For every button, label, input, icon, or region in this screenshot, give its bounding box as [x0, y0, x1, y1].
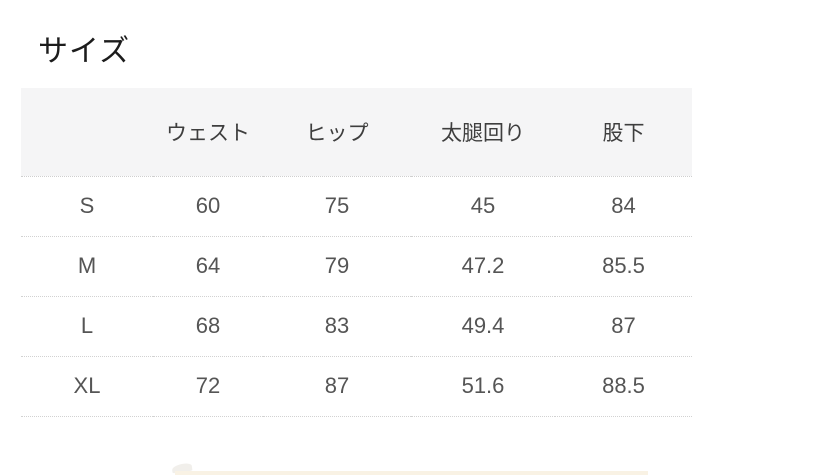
header-cell-waist: ウェスト: [153, 88, 263, 177]
cutoff-element-edge: [175, 471, 648, 475]
header-cell-thigh: 太腿回り: [411, 88, 555, 177]
inseam-value: 84: [555, 176, 692, 237]
page-title: サイズ: [38, 35, 131, 68]
table-row-m: M 64 79 47.2 85.5: [21, 236, 692, 297]
thigh-value: 47.2: [411, 236, 555, 297]
header-cell-empty: [21, 88, 153, 177]
thigh-value: 45: [411, 176, 555, 237]
header-row: ウェスト ヒップ 太腿回り 股下: [21, 88, 692, 177]
waist-value: 60: [153, 176, 263, 237]
hip-value: 83: [263, 296, 411, 357]
inseam-value: 87: [555, 296, 692, 357]
size-table-container: ウェスト ヒップ 太腿回り 股下 S 60 75 45 84 M 64 79 4…: [21, 88, 692, 417]
table-row-xl: XL 72 87 51.6 88.5: [21, 356, 692, 417]
size-table-body: S 60 75 45 84 M 64 79 47.2 85.5 L 68 83 …: [21, 176, 692, 417]
size-label: L: [21, 296, 153, 357]
size-label: M: [21, 236, 153, 297]
size-table-header: ウェスト ヒップ 太腿回り 股下: [21, 88, 692, 177]
table-row-s: S 60 75 45 84: [21, 176, 692, 237]
thigh-value: 49.4: [411, 296, 555, 357]
inseam-value: 85.5: [555, 236, 692, 297]
inseam-value: 88.5: [555, 356, 692, 417]
hip-value: 87: [263, 356, 411, 417]
size-label: S: [21, 176, 153, 237]
table-row-l: L 68 83 49.4 87: [21, 296, 692, 357]
size-label: XL: [21, 356, 153, 417]
thigh-value: 51.6: [411, 356, 555, 417]
waist-value: 68: [153, 296, 263, 357]
waist-value: 72: [153, 356, 263, 417]
header-cell-inseam: 股下: [555, 88, 692, 177]
waist-value: 64: [153, 236, 263, 297]
hip-value: 75: [263, 176, 411, 237]
hip-value: 79: [263, 236, 411, 297]
size-table: ウェスト ヒップ 太腿回り 股下 S 60 75 45 84 M 64 79 4…: [21, 88, 692, 417]
header-cell-hip: ヒップ: [263, 88, 411, 177]
